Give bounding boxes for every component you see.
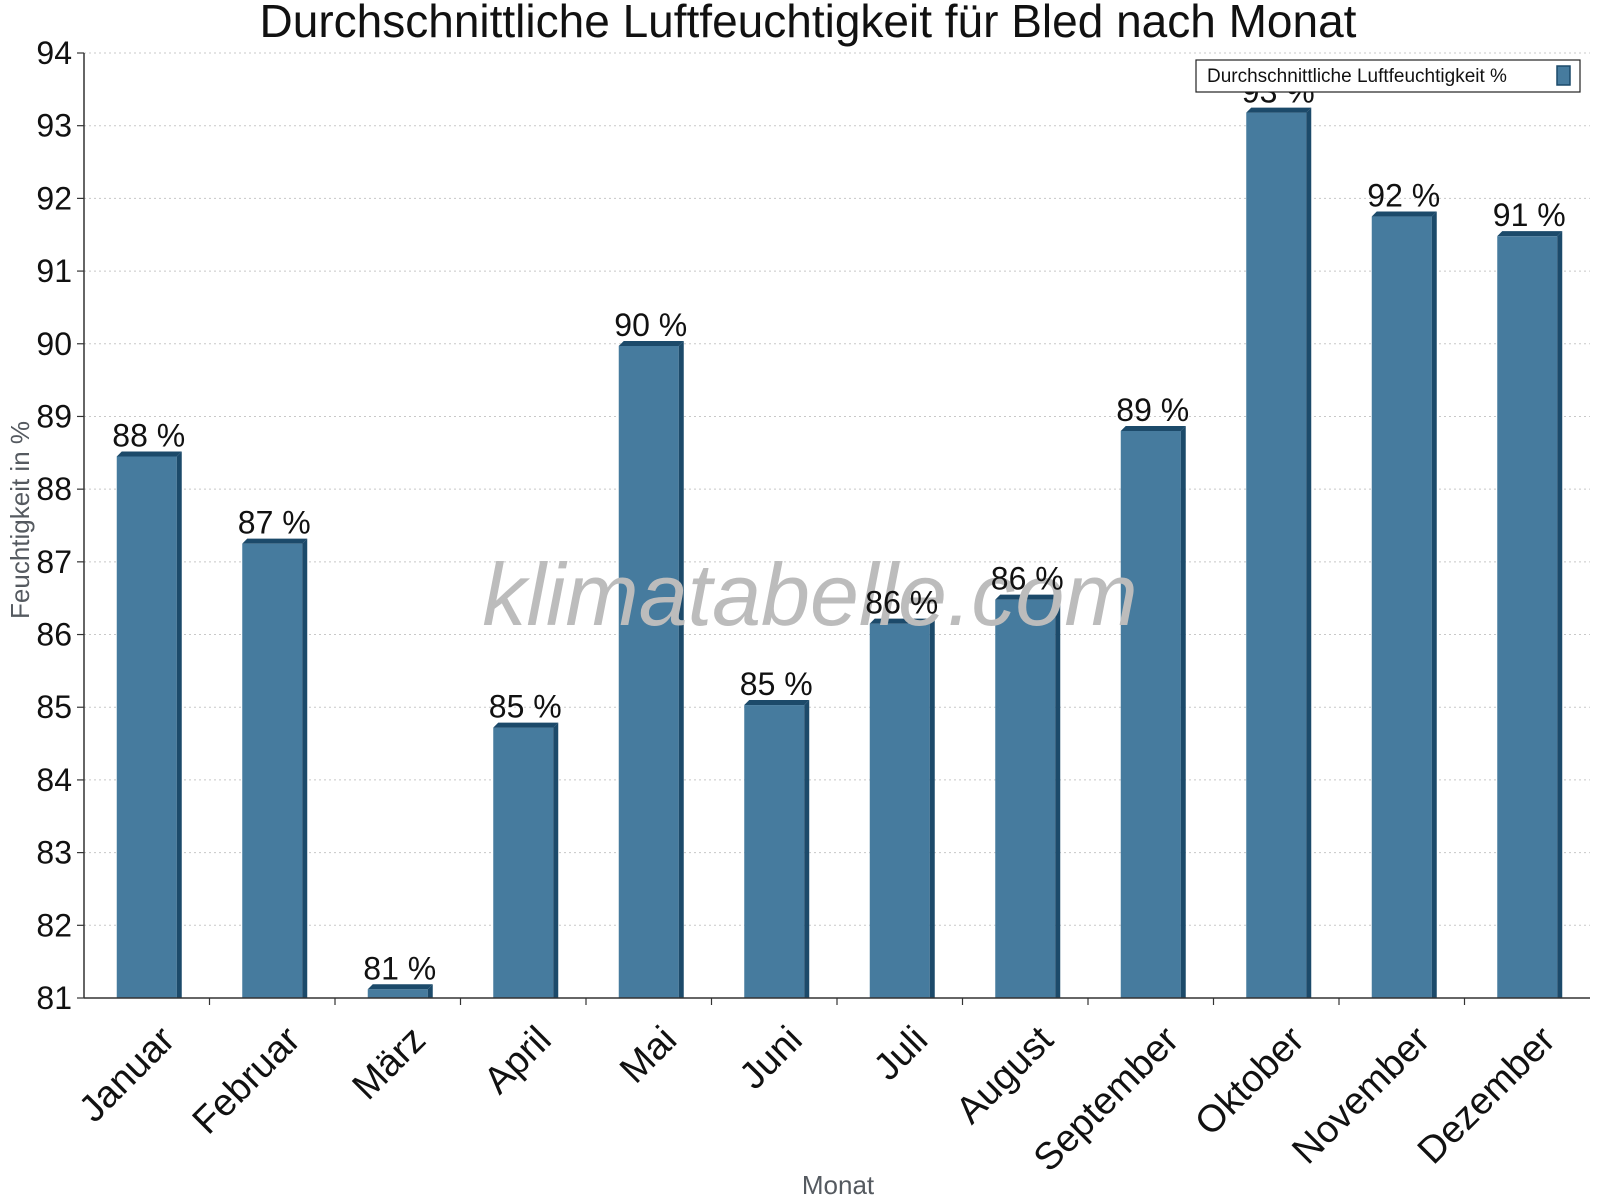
y-tick-label: 91 (36, 253, 72, 289)
data-label: 89 % (1116, 392, 1189, 428)
bar (869, 623, 930, 998)
data-label: 85 % (489, 689, 562, 725)
bar-top (1120, 426, 1186, 431)
bar-side (427, 984, 433, 998)
y-tick-label: 92 (36, 180, 72, 216)
legend-swatch (1556, 65, 1571, 86)
data-label: 90 % (614, 307, 687, 343)
bars (116, 107, 1563, 999)
bar-side (1557, 231, 1563, 998)
category-label: Juli (866, 1019, 936, 1089)
bar-side (1055, 594, 1061, 998)
bar (1371, 216, 1432, 999)
bar-top (242, 538, 308, 544)
bar (995, 599, 1056, 998)
data-labels: 88 %87 %81 %85 %90 %85 %86 %86 %89 %93 %… (112, 74, 1565, 987)
bar-top (1371, 211, 1437, 217)
category-label: August (948, 1018, 1062, 1132)
bar-side (804, 700, 810, 998)
y-tick-label: 86 (36, 617, 72, 653)
bar (744, 705, 805, 998)
data-label: 86 % (865, 585, 938, 621)
bar-top (1497, 231, 1563, 237)
bar-side (553, 722, 559, 998)
y-tick-label: 89 (36, 398, 72, 434)
category-label: Januar (71, 1018, 183, 1130)
legend-box (1195, 59, 1581, 93)
bar-side (176, 451, 182, 998)
bar-top (116, 451, 182, 457)
category-label: März (345, 1019, 434, 1108)
bar-top (869, 618, 935, 624)
watermark: klimatabelle.com (482, 545, 1137, 644)
y-axis-ticks: 81 82 83 84 85 86 87 88 89 90 91 92 93 94 (36, 35, 84, 1016)
data-label: 92 % (1367, 178, 1440, 214)
bar-side (929, 618, 935, 998)
y-axis-title: Feuchtigkeit in % (5, 421, 35, 619)
y-tick-label: 88 (36, 471, 72, 507)
bar-side (1180, 426, 1186, 998)
bar (116, 456, 177, 998)
bar-top (493, 722, 559, 728)
bar-top (367, 984, 433, 990)
bar (242, 543, 303, 998)
bar (618, 345, 679, 998)
bar-top (744, 700, 810, 706)
x-axis-categories: Januar Februar März April Mai Juni Juli AugustS… (71, 1018, 1564, 1179)
bar (1120, 431, 1181, 998)
bar-side (302, 538, 308, 998)
y-tick-label: 90 (36, 326, 72, 362)
data-label: 85 % (740, 666, 813, 702)
bar-side (678, 340, 684, 998)
y-tick-label: 87 (36, 544, 72, 580)
category-label: Februar (185, 1018, 309, 1142)
bar-top (618, 340, 684, 346)
y-tick-label: 94 (36, 35, 72, 71)
category-label: April (476, 1019, 559, 1102)
category-label: Mai (612, 1019, 685, 1092)
y-tick-label: 82 (36, 907, 72, 943)
data-label: 86 % (991, 561, 1064, 597)
legend-label: Durchschnittliche Luftfeuchtigkeit % (1207, 66, 1507, 87)
bar-top (995, 594, 1061, 600)
category-label: Juni (732, 1019, 811, 1098)
bar (493, 727, 554, 998)
bar (367, 989, 428, 998)
bar-side (1306, 107, 1312, 999)
chart-title: Durchschnittliche Luftfeuchtigkeit für B… (260, 0, 1357, 47)
y-tick-label: 81 (36, 980, 72, 1016)
data-label: 88 % (112, 417, 185, 453)
gridlines (84, 52, 1590, 926)
y-tick-label: 84 (36, 762, 72, 798)
x-axis-title: Monat (802, 1170, 875, 1200)
y-tick-label: 93 (36, 108, 72, 144)
y-tick-label: 85 (36, 689, 72, 725)
data-label: 91 % (1493, 197, 1566, 233)
category-label: Oktober (1187, 1018, 1313, 1144)
legend: Durchschnittliche Luftfeuchtigkeit % (1195, 59, 1581, 93)
axes (83, 53, 1590, 1005)
category-label: Dezember (1410, 1018, 1564, 1172)
data-label: 87 % (238, 505, 311, 541)
bar (1246, 112, 1307, 999)
data-label: 81 % (363, 950, 436, 986)
y-tick-label: 83 (36, 835, 72, 871)
bar (1497, 236, 1558, 998)
bar-top (1246, 107, 1312, 113)
bar-side (1431, 211, 1437, 999)
